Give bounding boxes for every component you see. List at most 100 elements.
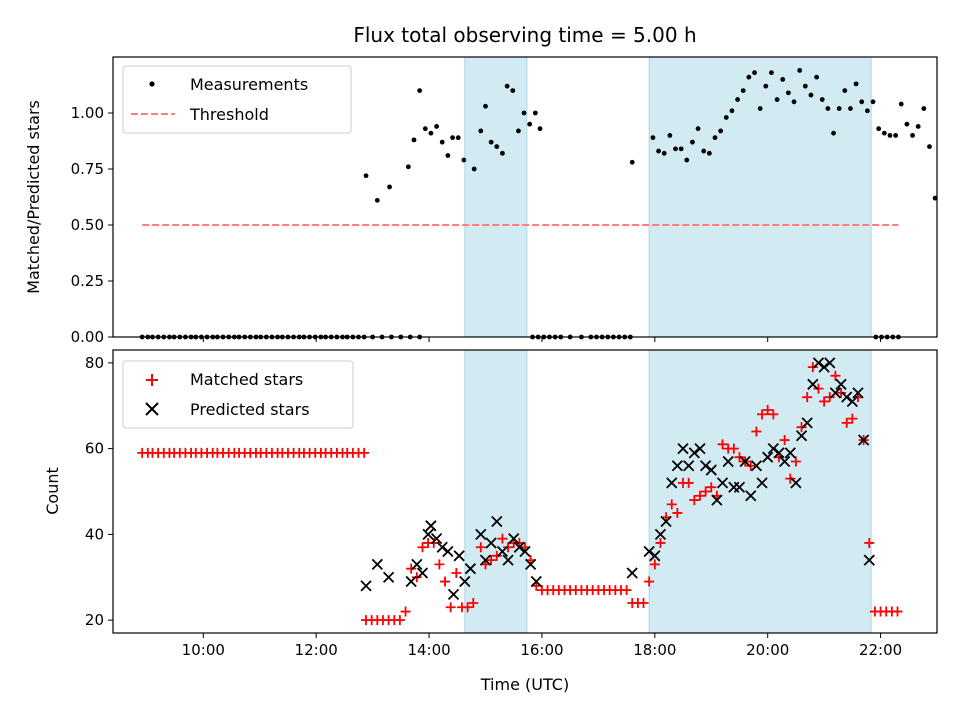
predicted-point [447,588,460,601]
matched-point [728,443,739,454]
shaded-interval [464,349,528,634]
measurement-point [729,108,735,114]
predicted-point [411,558,423,571]
measurement-point [701,148,707,154]
measurement-point [488,139,494,145]
measurement-point [504,83,510,89]
matched-point [785,473,796,484]
predicted-point [705,464,717,476]
x-tick-label: 16:00 [520,641,563,659]
predicted-point [430,533,443,545]
matched-point [468,597,479,608]
measurement-point [774,97,780,102]
matched-point [475,542,486,553]
predicted-point [513,541,525,553]
predicted-point [654,528,667,541]
y-tick-label: 80 [85,354,104,372]
matched-point [411,572,422,583]
measurement-point [537,126,543,132]
measurement-point [887,133,893,138]
matched-point [445,602,456,613]
measurement-point [876,126,882,132]
measurement-point [752,70,757,76]
predicted-point [416,567,429,579]
measurement-point [532,110,538,116]
measurement-point [904,121,910,127]
measurement-point [494,144,500,150]
predicted-point [778,455,791,468]
matched-point [706,482,717,493]
measurement-point [428,130,434,136]
shaded-interval [464,56,528,338]
measurement-point [785,90,791,96]
matched-point [394,615,405,626]
measurement-point [684,157,690,163]
matched-point [649,559,660,570]
x-axis-ticks-bottom: 10:00 12:00 14:00 16:00 18:00 20:00 22:00 [182,633,902,659]
predicted-point [773,447,785,459]
measurement-point [825,106,831,111]
measurement-point [735,97,740,102]
measurement-point [667,133,673,138]
matched-point [779,435,790,446]
measurement-point [374,197,380,203]
measurement-point [927,144,932,150]
matched-point [638,597,649,608]
predicted-point [795,430,808,442]
measurement-point [510,88,516,93]
predicted-point [739,455,751,468]
measurement-point [461,157,467,163]
matched-point [762,405,773,416]
measurement-point [910,133,915,138]
measurement-point [898,101,904,107]
measurement-point [921,106,927,111]
measurement-point [842,88,848,93]
measurement-point [723,115,729,120]
matched-point [434,559,445,570]
measurement-point [439,139,445,145]
measurement-point [471,166,477,172]
predicted-point [756,477,768,489]
x-tick-label: 12:00 [295,641,338,659]
predicted-point [818,361,830,373]
predicted-point [846,395,858,408]
measurement-point [527,121,533,127]
predicted-point [745,490,757,502]
predicted-point [459,575,471,588]
matched-point [672,507,683,518]
matched-point [802,392,813,403]
predicted-point [767,442,779,455]
predicted-point [442,545,454,558]
predicted-point [643,545,655,558]
predicted-point [475,528,487,541]
shaded-intervals-bottom [464,349,872,634]
matched-point [683,477,694,488]
legend-marker-measurements [149,81,155,87]
count-series [137,357,903,626]
matched-point [440,576,451,587]
predicted-point [711,494,723,506]
measurement-point [718,128,724,134]
predicted-point [688,447,700,459]
predicted-point [784,447,796,459]
measurement-point [757,106,763,111]
predicted-point [824,357,836,369]
x-axis-ticks-top [202,337,882,342]
x-tick-label: 14:00 [407,641,450,659]
x-axis-title: Time (UTC) [480,675,569,694]
predicted-point [479,554,492,566]
measurement-point [769,70,774,76]
matched-point [751,426,762,437]
measurement-point [836,106,842,111]
predicted-point [464,563,477,575]
matched-point [796,422,807,433]
panel-counts: 20 40 60 80 10:00 12:00 14:00 16:00 18:00 20:00 2… [43,349,938,694]
matched-point [621,585,632,596]
predicted-point [360,580,372,592]
matched-point [717,439,728,450]
y-tick-label: 0.00 [71,328,104,346]
legend-label-threshold: Threshold [189,105,269,124]
y-tick-label: 0.75 [71,160,104,178]
matched-point [819,396,830,407]
